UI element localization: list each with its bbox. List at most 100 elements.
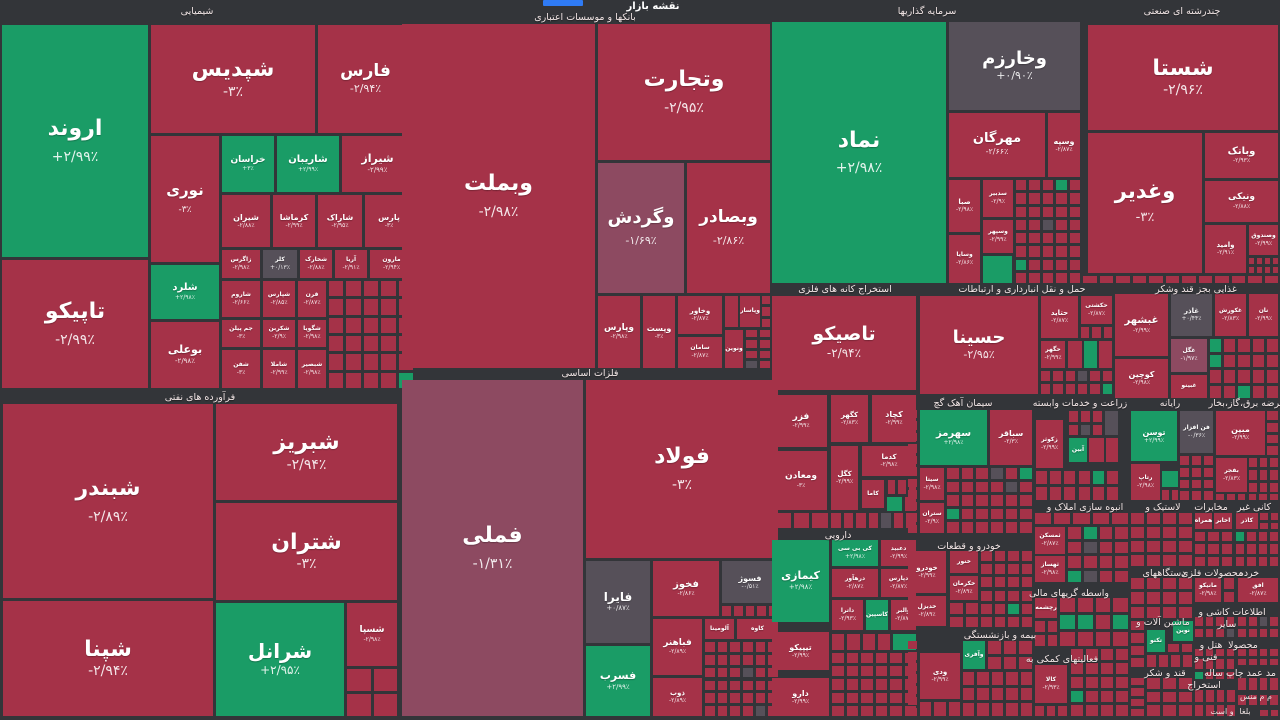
filler-tile[interactable] bbox=[1131, 541, 1144, 552]
filler-tile[interactable] bbox=[1131, 698, 1144, 706]
filler-tile[interactable] bbox=[920, 702, 932, 716]
stock-tile[interactable]: شاملا -۲/۹۹٪ bbox=[263, 350, 295, 388]
filler-tile[interactable] bbox=[846, 692, 858, 703]
filler-tile[interactable] bbox=[1078, 487, 1090, 500]
filler-tile[interactable] bbox=[1224, 385, 1236, 398]
filler-tile[interactable] bbox=[877, 634, 890, 650]
filler-tile[interactable] bbox=[730, 680, 740, 691]
filler-tile[interactable] bbox=[1042, 193, 1054, 204]
filler-tile[interactable] bbox=[832, 705, 844, 716]
stock-tile[interactable]: توسن +۲/۹۹٪ bbox=[1131, 411, 1177, 461]
filler-tile[interactable] bbox=[1042, 206, 1054, 217]
filler-tile[interactable] bbox=[977, 687, 989, 701]
filler-tile[interactable] bbox=[1115, 570, 1128, 582]
filler-tile[interactable] bbox=[1270, 513, 1278, 520]
filler-tile[interactable] bbox=[1019, 641, 1032, 654]
filler-tile[interactable] bbox=[1179, 592, 1192, 604]
filler-tile[interactable] bbox=[1131, 657, 1144, 667]
filler-tile[interactable] bbox=[1180, 456, 1189, 465]
filler-tile[interactable] bbox=[1099, 541, 1113, 553]
filler-tile[interactable] bbox=[755, 693, 766, 704]
filler-tile[interactable] bbox=[1266, 354, 1278, 367]
stock-tile[interactable]: ودی -۲/۹۹٪ bbox=[920, 653, 960, 699]
filler-tile[interactable] bbox=[373, 694, 397, 716]
filler-tile[interactable] bbox=[775, 513, 791, 528]
filler-tile[interactable] bbox=[1216, 690, 1225, 702]
filler-tile[interactable] bbox=[1005, 495, 1018, 506]
filler-tile[interactable] bbox=[1215, 276, 1229, 283]
stock-tile[interactable]: حسینا -۲/۹۵٪ bbox=[920, 296, 1038, 394]
filler-tile[interactable] bbox=[1192, 456, 1201, 465]
filler-tile[interactable] bbox=[950, 616, 963, 627]
filler-tile[interactable] bbox=[846, 666, 858, 677]
filler-tile[interactable] bbox=[1131, 578, 1144, 590]
filler-tile[interactable] bbox=[762, 318, 770, 327]
filler-tile[interactable] bbox=[1270, 658, 1278, 665]
filler-tile[interactable] bbox=[705, 706, 715, 716]
filler-tile[interactable] bbox=[1092, 487, 1104, 500]
filler-tile[interactable] bbox=[1115, 527, 1128, 539]
filler-tile[interactable] bbox=[705, 667, 715, 678]
filler-tile[interactable] bbox=[1259, 482, 1268, 492]
stock-tile[interactable]: سیتا -۲/۹۸٪ bbox=[920, 468, 944, 500]
filler-tile[interactable] bbox=[1147, 705, 1160, 716]
filler-tile[interactable] bbox=[1008, 616, 1019, 627]
filler-tile[interactable] bbox=[1224, 370, 1236, 383]
filler-tile[interactable] bbox=[1042, 219, 1054, 230]
filler-tile[interactable] bbox=[1208, 556, 1219, 566]
filler-tile[interactable] bbox=[1224, 578, 1234, 589]
filler-tile[interactable] bbox=[1236, 544, 1245, 554]
stock-tile[interactable]: وبانک -۲/۹۳٪ bbox=[1205, 133, 1278, 178]
filler-tile[interactable] bbox=[977, 703, 989, 716]
filler-tile[interactable] bbox=[1159, 655, 1168, 667]
filler-tile[interactable] bbox=[1016, 233, 1027, 244]
filler-tile[interactable] bbox=[1016, 193, 1027, 204]
filler-tile[interactable] bbox=[746, 350, 757, 358]
stock-tile[interactable]: فزر -۲/۹۹٪ bbox=[775, 395, 827, 447]
filler-tile[interactable] bbox=[1086, 677, 1098, 688]
filler-tile[interactable] bbox=[981, 590, 992, 601]
stock-tile[interactable]: کگهر -۲/۸۳٪ bbox=[831, 395, 868, 442]
filler-tile[interactable] bbox=[1077, 632, 1093, 646]
stock-tile[interactable]: وسایا -۲/۸۶٪ bbox=[949, 235, 980, 283]
stock-tile[interactable]: اخابر bbox=[1214, 513, 1232, 529]
filler-tile[interactable] bbox=[963, 703, 975, 716]
filler-tile[interactable] bbox=[1260, 710, 1268, 716]
filler-tile[interactable] bbox=[1236, 556, 1245, 566]
filler-tile[interactable] bbox=[1147, 592, 1160, 604]
filler-tile[interactable] bbox=[346, 281, 361, 297]
filler-tile[interactable] bbox=[1078, 371, 1088, 381]
filler-tile[interactable] bbox=[1259, 458, 1268, 468]
filler-tile[interactable] bbox=[1205, 671, 1213, 679]
filler-tile[interactable] bbox=[890, 692, 902, 703]
filler-tile[interactable] bbox=[1147, 555, 1160, 566]
filler-tile[interactable] bbox=[965, 616, 978, 627]
filler-tile[interactable] bbox=[1016, 246, 1027, 257]
stock-tile[interactable]: غگل -۱/۹۷٪ bbox=[1171, 339, 1207, 372]
filler-tile[interactable] bbox=[1065, 384, 1075, 394]
filler-tile[interactable] bbox=[1198, 276, 1212, 283]
filler-tile[interactable] bbox=[1020, 672, 1032, 685]
filler-tile[interactable] bbox=[1224, 354, 1236, 367]
filler-tile[interactable] bbox=[1064, 487, 1076, 500]
filler-tile[interactable] bbox=[1042, 259, 1054, 270]
filler-tile[interactable] bbox=[746, 360, 757, 368]
filler-tile[interactable] bbox=[1205, 661, 1213, 669]
filler-tile[interactable] bbox=[381, 317, 396, 333]
filler-tile[interactable] bbox=[1181, 644, 1192, 652]
filler-tile[interactable] bbox=[1247, 544, 1256, 554]
filler-tile[interactable] bbox=[1260, 522, 1268, 529]
filler-tile[interactable] bbox=[1270, 678, 1278, 690]
stock-tile[interactable]: آبین bbox=[1069, 438, 1087, 462]
stock-tile[interactable]: فولاد -۳٪ bbox=[586, 380, 778, 558]
filler-tile[interactable] bbox=[948, 702, 960, 716]
filler-tile[interactable] bbox=[994, 577, 1005, 588]
filler-tile[interactable] bbox=[1259, 494, 1268, 500]
filler-tile[interactable] bbox=[329, 354, 344, 370]
stock-tile[interactable]: فن افزار -۰/۳۶٪ bbox=[1180, 411, 1213, 453]
stock-tile[interactable]: سامان -۲/۸۷٪ bbox=[678, 337, 722, 368]
filler-tile[interactable] bbox=[908, 432, 917, 442]
filler-tile[interactable] bbox=[755, 667, 766, 678]
filler-tile[interactable] bbox=[1227, 704, 1235, 716]
filler-tile[interactable] bbox=[991, 468, 1003, 479]
